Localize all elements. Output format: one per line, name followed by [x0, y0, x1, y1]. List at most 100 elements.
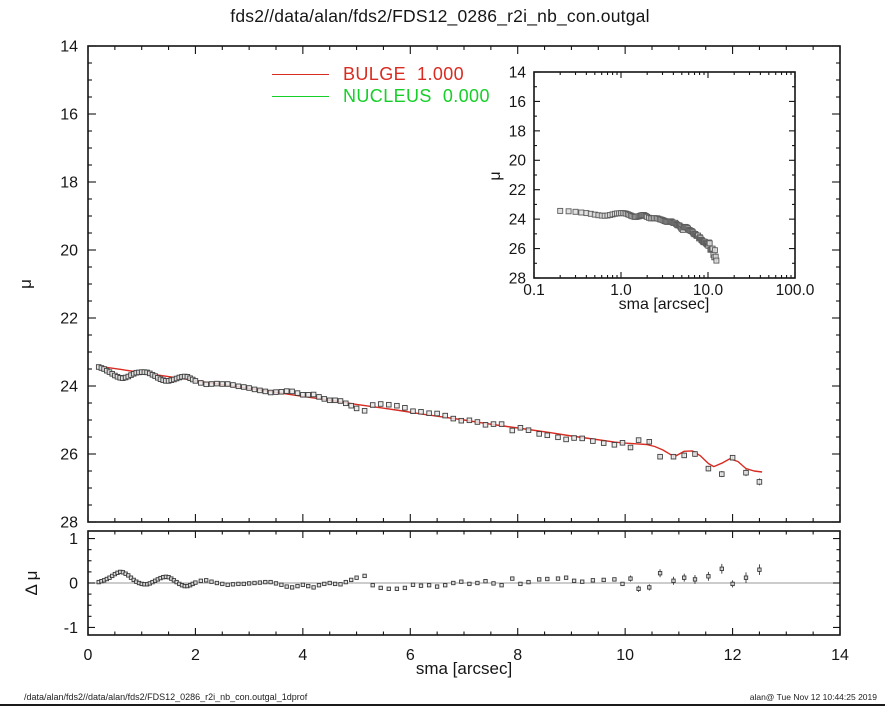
- data-point-marker: [647, 585, 652, 590]
- data-point-marker: [474, 419, 481, 425]
- data-point-marker: [730, 581, 735, 587]
- data-point-marker: [192, 378, 199, 384]
- data-point-marker: [499, 583, 504, 588]
- tick-label: 0.1: [523, 282, 545, 299]
- tick-label: 26: [60, 447, 78, 464]
- tick-label: 26: [509, 241, 526, 258]
- tick-label: 12: [724, 647, 742, 664]
- data-point-marker: [332, 397, 338, 404]
- data-point-marker: [571, 578, 577, 583]
- data-point-marker: [386, 401, 392, 408]
- tick-label: 10.0: [693, 282, 724, 299]
- y-axis-label: μ: [16, 279, 35, 289]
- axis-ticks: [87, 45, 841, 523]
- data-point-marker: [627, 444, 634, 451]
- tick-label: 20: [509, 153, 527, 170]
- data-point-marker: [572, 208, 579, 215]
- data-point-marker: [670, 453, 677, 460]
- tick-label: 24: [509, 212, 527, 229]
- data-point-marker: [273, 581, 279, 586]
- data-point-marker: [646, 439, 653, 445]
- tick-label: -1: [64, 620, 78, 637]
- legend-nucleus-label: NUCLEUS: [343, 85, 432, 106]
- data-point-marker: [526, 579, 531, 585]
- data-point-marker: [459, 579, 464, 584]
- data-point-marker: [590, 438, 596, 444]
- axis-labels: 14 16 18 20 22 24 26 28 μ: [16, 39, 78, 532]
- data-point-marker: [620, 581, 625, 587]
- tick-label: 6: [406, 647, 415, 664]
- data-point-marker: [378, 585, 383, 591]
- tick-label: 8: [513, 647, 522, 664]
- data-point-marker: [590, 578, 596, 583]
- x-axis-label: sma [arcsec]: [619, 296, 710, 313]
- data-point-marker: [681, 452, 687, 459]
- data-point-marker: [579, 435, 585, 442]
- tick-label: 28: [509, 270, 526, 287]
- tick-label: 10: [616, 647, 634, 664]
- data-point-marker: [198, 380, 204, 386]
- data-point-marker: [220, 581, 225, 587]
- data-point-marker: [611, 442, 618, 448]
- data-point-marker: [426, 583, 432, 588]
- data-point-marker: [743, 575, 749, 580]
- data-point-marker: [619, 440, 626, 446]
- data-point-marker: [692, 451, 698, 457]
- data-point-marker: [267, 389, 274, 396]
- data-point-marker: [518, 581, 523, 587]
- data-point-marker: [706, 574, 711, 579]
- data-point-marker: [410, 408, 416, 414]
- data-point-marker: [208, 381, 215, 387]
- data-point-marker: [450, 415, 457, 422]
- y-axis-label: Δ μ: [22, 571, 41, 596]
- data-point-marker: [729, 454, 736, 461]
- data-point-marker: [386, 586, 391, 591]
- tick-label: 4: [298, 647, 307, 664]
- data-point-marker: [326, 397, 333, 404]
- data-point-marker: [294, 390, 301, 396]
- data-point-marker: [377, 401, 384, 407]
- data-point-marker: [370, 583, 375, 588]
- data-point-marker: [692, 577, 698, 582]
- data-point-marker: [467, 581, 472, 587]
- legend-nucleus-value: 0.000: [442, 85, 490, 106]
- legend-bulge-label: BULGE: [343, 63, 407, 84]
- tick-label: 24: [60, 379, 78, 396]
- data-point-marker: [343, 579, 348, 585]
- data-point-marker: [246, 581, 252, 586]
- data-point-marker: [230, 382, 236, 388]
- data-point-marker: [300, 582, 306, 587]
- data-point-marker: [251, 386, 258, 393]
- tick-label: 0: [84, 647, 93, 664]
- footer-user-timestamp: alan@ Tue Nov 12 10:44:25 2019: [749, 692, 877, 702]
- data-point-marker: [252, 580, 257, 586]
- data-point-marker: [434, 410, 440, 417]
- data-point-marker: [434, 584, 440, 589]
- data-point-marker: [369, 402, 376, 408]
- data-point-marker: [289, 388, 295, 395]
- data-point-marker: [491, 581, 496, 586]
- data-point-marker: [657, 571, 663, 576]
- data-point-marker: [418, 409, 424, 415]
- data-point-marker: [362, 573, 367, 579]
- footer-output-path: /data/alan/fds2//data/alan/fds2/FDS12_02…: [24, 692, 308, 702]
- tick-label: 14: [509, 64, 527, 81]
- data-point-marker: [236, 581, 241, 587]
- data-point-marker: [537, 577, 542, 582]
- plot-box: [533, 71, 796, 279]
- data-point-marker: [682, 575, 687, 580]
- data-point-marker: [257, 580, 263, 585]
- tick-label: 14: [60, 39, 78, 56]
- data-point-marker: [410, 582, 416, 587]
- data-point-marker: [284, 584, 289, 589]
- data-point-marker: [713, 257, 720, 264]
- data-point-marker: [263, 579, 268, 585]
- data-point-marker: [402, 405, 408, 411]
- data-point-marker: [490, 421, 497, 427]
- data-point-marker: [544, 432, 551, 439]
- data-point-marker: [268, 579, 273, 585]
- data-point-marker: [316, 394, 322, 400]
- bulge-line-swatch: [272, 73, 329, 75]
- data-point-marker: [394, 586, 400, 591]
